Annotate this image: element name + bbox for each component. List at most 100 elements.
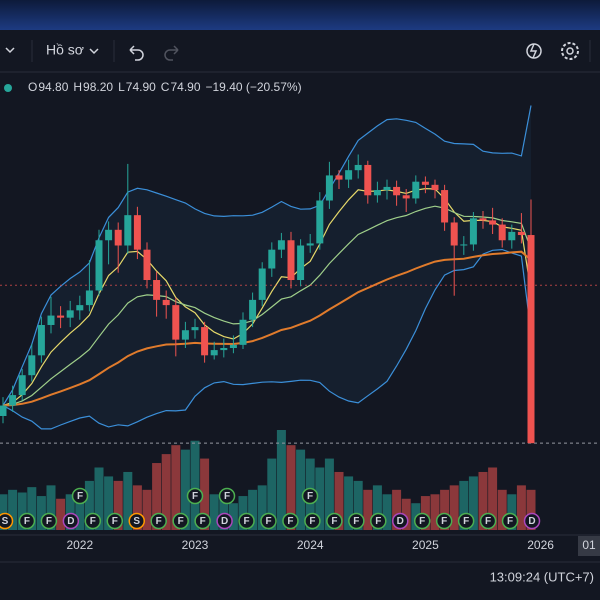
event-marker	[62, 512, 80, 530]
event-label: F	[309, 516, 315, 527]
undo[interactable]	[129, 45, 144, 61]
volume-bar	[497, 489, 507, 530]
volume-bar	[392, 489, 402, 530]
volume-bar	[142, 489, 152, 530]
candle-body	[0, 405, 7, 416]
event-marker	[172, 512, 189, 530]
event-marker	[18, 512, 36, 530]
volume-bar	[353, 480, 363, 530]
event-label: D	[221, 516, 228, 527]
legend-key: L	[118, 80, 125, 94]
event-marker	[84, 512, 102, 530]
candle-body	[28, 355, 36, 376]
event-marker	[392, 512, 409, 530]
event-marker	[370, 512, 387, 530]
candle-body	[95, 240, 103, 291]
volume-bar	[104, 476, 114, 530]
candle-body	[412, 181, 420, 199]
legend-key: O	[28, 80, 37, 94]
candle-body	[393, 186, 401, 196]
band-line	[2, 105, 532, 406]
event-label: S	[133, 516, 140, 527]
candle-body	[201, 327, 209, 356]
event-label: F	[353, 516, 359, 527]
candle-body	[9, 395, 17, 406]
event-label: F	[287, 516, 293, 527]
redo[interactable]	[164, 45, 179, 61]
volume-bar	[440, 489, 450, 530]
event-label: F	[463, 516, 469, 527]
event-marker	[479, 512, 497, 530]
settings-icon[interactable]	[561, 42, 579, 60]
status-bar	[0, 562, 600, 600]
candle-body	[450, 222, 458, 246]
volume-bar	[75, 492, 85, 530]
volume-bar	[152, 463, 162, 530]
volume-bar	[209, 494, 219, 530]
event-marker	[40, 512, 58, 530]
candle-body	[191, 327, 199, 331]
visibility-dot[interactable]	[4, 84, 12, 92]
volume-bar	[132, 485, 142, 530]
toolbar	[0, 30, 600, 72]
volume-bar	[8, 489, 18, 530]
volume-bar	[267, 458, 277, 530]
event-label: F	[331, 516, 337, 527]
event-marker	[301, 487, 319, 505]
candle-body	[268, 249, 276, 269]
event-label: F	[90, 516, 96, 527]
candle-body	[114, 229, 122, 246]
event-label: D	[528, 516, 535, 527]
event-label: F	[224, 491, 230, 502]
event-label: F	[192, 491, 198, 502]
candle-body	[489, 220, 497, 225]
event-label: F	[265, 516, 271, 527]
x-tick-label: 2022	[66, 538, 93, 552]
legend-value: 94.80	[38, 80, 68, 94]
dropdown-arrow[interactable]	[5, 47, 15, 54]
volume-bar	[363, 489, 373, 530]
volume-bar	[286, 445, 296, 530]
event-marker	[282, 512, 299, 530]
event-marker	[0, 512, 14, 530]
volume-bar	[36, 496, 46, 530]
volume-bar	[200, 458, 210, 530]
candle-body	[258, 268, 266, 300]
event-marker	[71, 487, 89, 505]
candle-body	[306, 243, 314, 246]
volume-bar	[123, 471, 133, 530]
event-label: F	[77, 491, 83, 502]
legend: O 94.80 H 98.20 L 74.90 C 74.90 −19.40 (−20.57%)	[28, 80, 302, 94]
band-line	[2, 248, 532, 430]
candle-body	[47, 315, 55, 325]
profile-menu[interactable]: Hồ sơ	[46, 42, 84, 58]
candle-body	[469, 218, 477, 245]
candle-body	[85, 290, 93, 306]
candle-body	[181, 330, 189, 340]
volume-bar	[248, 489, 258, 530]
volume-bar	[257, 485, 267, 530]
volume-bar	[180, 449, 190, 530]
event-label: F	[375, 516, 381, 527]
event-marker	[238, 512, 255, 530]
event-marker	[218, 487, 236, 505]
candle-body	[431, 184, 439, 191]
legend-change: −19.40 (−20.57%)	[206, 80, 302, 94]
event-label: F	[419, 516, 425, 527]
settings-core	[566, 47, 574, 55]
event-marker	[106, 512, 124, 530]
candle-body	[508, 231, 516, 241]
volume-bar	[0, 494, 8, 530]
volume-bar	[488, 467, 498, 530]
candle-body	[76, 305, 84, 311]
band-fill	[3, 105, 531, 429]
candle-body	[287, 240, 295, 281]
event-label: F	[243, 516, 249, 527]
event-marker	[457, 512, 475, 530]
profile-arrow[interactable]	[89, 48, 99, 55]
candle-body	[133, 215, 141, 250]
volume-bar	[507, 494, 517, 530]
event-marker	[413, 512, 431, 530]
volume-bar	[190, 440, 200, 530]
candle-body	[479, 218, 487, 221]
